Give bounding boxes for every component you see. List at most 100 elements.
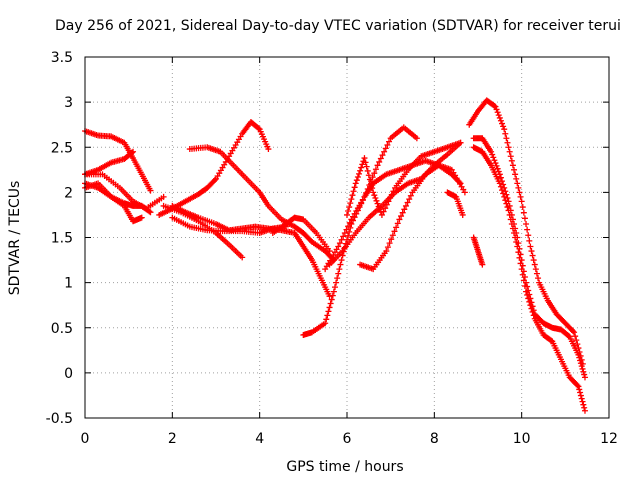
data-marker [579,398,586,405]
data-marker [393,224,400,231]
data-marker [338,236,345,243]
data-marker [361,155,368,162]
data-marker [323,316,330,323]
data-marker [490,154,497,161]
data-marker [511,229,518,236]
data-marker [531,261,538,268]
data-marker [496,114,503,121]
data-marker [346,219,353,226]
data-marker [364,167,371,174]
data-marker [356,170,363,177]
data-marker [330,288,337,295]
data-marker [524,292,531,299]
data-marker [479,261,486,268]
data-marker [524,226,531,233]
data-marker [365,172,372,179]
data-marker [569,328,576,335]
data-marker [504,139,511,146]
data-marker [525,232,532,239]
data-marker [523,288,530,295]
data-marker [160,193,167,200]
data-marker [533,270,540,277]
data-marker [576,354,583,361]
x-tick-label: 6 [343,431,352,447]
chart-title: Day 256 of 2021, Sidereal Day-to-day VTE… [55,18,621,34]
track-21 [470,144,588,414]
data-marker [337,261,344,268]
data-marker [504,204,511,211]
data-marker [347,200,354,207]
data-marker [512,234,519,241]
x-tick-label: 2 [168,431,177,447]
track-18 [470,234,486,268]
data-marker [494,109,501,116]
data-marker [326,304,333,311]
data-marker [386,138,393,145]
data-marker [519,204,526,211]
y-tick-label: 1.5 [51,231,73,247]
data-marker [328,296,335,303]
data-marker [528,248,535,255]
data-marker [352,180,359,187]
data-marker [381,148,388,155]
track-2 [82,148,137,178]
data-marker [521,215,528,222]
data-marker [581,404,588,411]
data-marker [344,211,350,218]
data-marker [500,190,507,197]
y-tick-label: -0.5 [46,411,73,427]
data-marker [345,207,352,214]
data-marker [351,184,358,191]
data-marker [581,371,588,378]
y-axis-ticks: -0.5 0 0.5 1 1.5 2 2.5 3 3.5 [46,50,609,427]
data-marker [515,249,522,256]
data-marker [495,112,502,119]
data-marker [513,239,520,246]
data-marker [325,308,332,315]
data-marker [512,171,519,178]
data-marker [578,363,585,370]
x-tick-label: 10 [513,431,531,447]
x-tick-label: 12 [600,431,618,447]
data-marker [581,407,588,414]
data-marker [461,189,468,196]
data-marker [565,332,572,339]
data-marker [499,120,506,127]
data-marker [128,149,135,156]
x-tick-label: 4 [255,431,264,447]
data-marker [530,312,537,319]
data-marker [493,162,500,169]
data-marker [502,130,509,137]
data-marker [578,395,585,402]
track-19 [466,97,586,367]
data-marker [581,374,588,381]
data-marker [343,226,350,233]
y-tick-label: 0.5 [51,321,73,337]
data-marker [509,225,516,232]
data-marker [369,185,376,192]
data-marker [340,233,347,240]
data-marker [371,170,378,177]
data-marker [509,162,516,169]
data-marker [571,329,578,336]
data-marker [378,211,385,218]
data-marker [508,220,515,227]
y-axis-label: SDTVAR / TECUs [7,181,23,296]
data-marker [399,209,406,216]
data-marker [402,202,409,209]
y-tick-label: 0 [64,366,73,382]
data-marker [499,187,506,194]
data-marker [396,216,403,223]
data-marker [491,102,498,109]
data-marker [333,279,340,286]
track-4 [82,180,145,225]
data-marker [574,382,581,389]
data-marker [334,275,341,282]
data-marker [529,308,536,315]
x-tick-label: 0 [81,431,90,447]
data-marker [497,117,504,124]
data-marker [324,312,331,319]
data-marker [577,357,584,364]
data-marker [514,243,521,250]
data-marker [502,197,509,204]
